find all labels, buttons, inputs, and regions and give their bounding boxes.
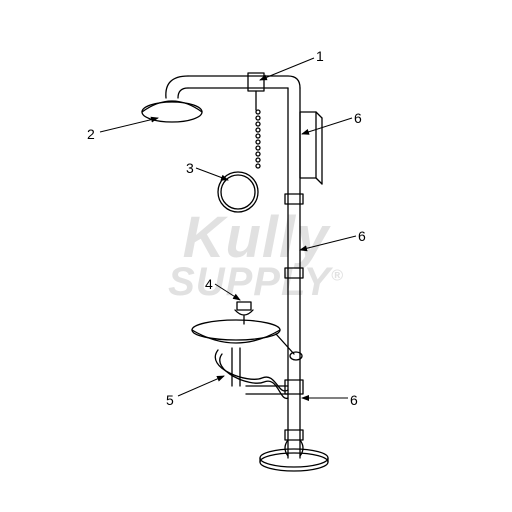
callout-5: 5 xyxy=(166,392,174,408)
callout-4: 4 xyxy=(205,276,213,292)
diagram-svg xyxy=(0,0,512,512)
callout-6b: 6 xyxy=(358,228,366,244)
callout-6c: 6 xyxy=(350,392,358,408)
callout-1: 1 xyxy=(316,48,324,64)
diagram-canvas: Kully SUPPLY® 1 2 3 4 5 6 6 6 xyxy=(0,0,512,512)
callout-2: 2 xyxy=(87,126,95,142)
callout-3: 3 xyxy=(186,160,194,176)
callout-6a: 6 xyxy=(354,110,362,126)
